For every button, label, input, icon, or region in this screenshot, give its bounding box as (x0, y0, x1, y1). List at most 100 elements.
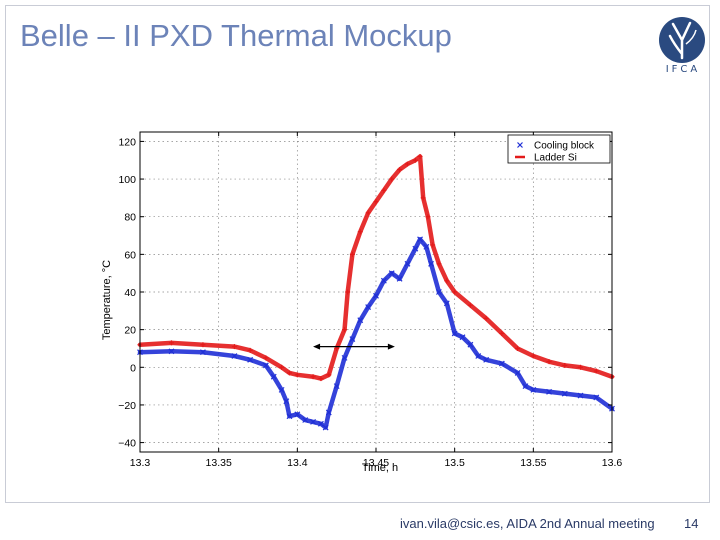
point-stroke (365, 304, 372, 310)
point-stroke (404, 260, 411, 267)
series-2-point (326, 372, 332, 378)
point-stroke (388, 270, 395, 277)
series-2-point (286, 370, 292, 376)
series-1-point (231, 353, 238, 359)
series-layer (137, 153, 615, 431)
series-1-point (593, 394, 600, 401)
series-1-point (483, 356, 490, 363)
series-1-point (341, 354, 348, 361)
point-stroke (483, 356, 490, 363)
series-2-point (530, 353, 536, 359)
series-1-point (522, 383, 529, 390)
y-tick-label: −20 (118, 400, 136, 412)
point-stroke (231, 353, 238, 359)
series-2-point (381, 187, 387, 193)
point-stroke (423, 243, 430, 250)
series-1-point (514, 370, 521, 376)
point-stroke (467, 341, 474, 348)
slide-title: Belle – II PXD Thermal Mockup (20, 18, 452, 53)
series-1-point (318, 420, 324, 427)
series-1-point (200, 349, 206, 356)
y-tick-label: 40 (124, 287, 136, 299)
point-stroke (530, 386, 537, 393)
series-2-point (546, 359, 552, 365)
series-2-point (578, 364, 584, 370)
point-stroke (357, 317, 364, 324)
series-1-point (333, 383, 340, 390)
series-1-point (546, 388, 552, 395)
y-tick-label: 100 (118, 174, 136, 186)
series-1-point (278, 386, 285, 393)
series-1-point (283, 398, 290, 405)
series-1-point (247, 356, 254, 363)
series-1-point (310, 418, 316, 425)
point-stroke (451, 330, 458, 337)
series-2-point (373, 199, 379, 205)
series-1-point (270, 373, 277, 380)
point-stroke (325, 409, 332, 416)
series-1-point (475, 353, 482, 359)
series-1-point (467, 341, 474, 348)
x-tick-label: 13.4 (287, 457, 308, 469)
series-1-point (365, 304, 372, 310)
legend-label-1: Cooling block (534, 141, 595, 152)
series-1-point (396, 275, 403, 282)
point-stroke (262, 362, 269, 369)
series-1-point (412, 245, 419, 252)
y-tick-label: −40 (118, 438, 136, 450)
series-2-point (499, 330, 505, 336)
series-1-point (417, 236, 423, 243)
series-1-point (577, 392, 584, 399)
series-2-point (279, 364, 285, 370)
ifca-logo-icon (659, 17, 705, 63)
series-2-point (452, 289, 458, 295)
point-stroke (412, 245, 419, 252)
y-tick-label: 120 (118, 136, 136, 148)
point-stroke (278, 386, 285, 393)
series-2-point (417, 153, 423, 159)
point-stroke (318, 420, 324, 427)
series-2-point (247, 347, 253, 353)
series-1-point (451, 330, 458, 337)
x-tick-label: 13.6 (602, 457, 623, 469)
y-axis-label: Temperature, °C (101, 260, 113, 340)
series-2-point (349, 251, 355, 257)
series-1-point (388, 270, 395, 277)
point-stroke (443, 300, 450, 307)
point-stroke (349, 336, 356, 342)
legend-box (507, 134, 611, 164)
series-2-point (436, 261, 442, 267)
series-2-point (425, 214, 431, 220)
y-tick-label: 60 (124, 249, 136, 261)
x-tick-label: 13.5 (444, 457, 465, 469)
series-2-point (515, 345, 521, 351)
point-stroke (428, 260, 434, 267)
series-2-point (342, 327, 348, 333)
series-1-point (404, 260, 411, 267)
series-2-point (168, 340, 174, 346)
temperature-chart: 13.3 13.35 13.4 13.45 13.5 13.55 13.6 −40 −20 0 20… (101, 131, 623, 474)
series-2-point (420, 195, 426, 201)
series-1-point (423, 243, 430, 250)
point-stroke (270, 373, 277, 380)
series-2-point (430, 242, 436, 248)
point-stroke (593, 394, 600, 401)
x-tick-label: 13.35 (206, 457, 232, 469)
series-1-point (530, 386, 537, 393)
point-stroke (341, 354, 348, 361)
y-tick-label: 80 (124, 212, 136, 224)
series-1-point (349, 336, 356, 342)
point-stroke (310, 418, 316, 425)
series-2-point (444, 278, 450, 284)
series-1-point (561, 390, 568, 397)
series-1-point (498, 360, 505, 367)
series-2-point (389, 176, 395, 182)
series-2-point (483, 315, 489, 321)
point-stroke (396, 275, 403, 282)
series-1-point (428, 260, 434, 267)
legend-label-2: Ladder Si (534, 153, 577, 164)
point-stroke (294, 411, 301, 418)
point-stroke (498, 360, 505, 367)
series-2-point (294, 372, 300, 378)
x-tick-label: 13.3 (130, 457, 151, 469)
